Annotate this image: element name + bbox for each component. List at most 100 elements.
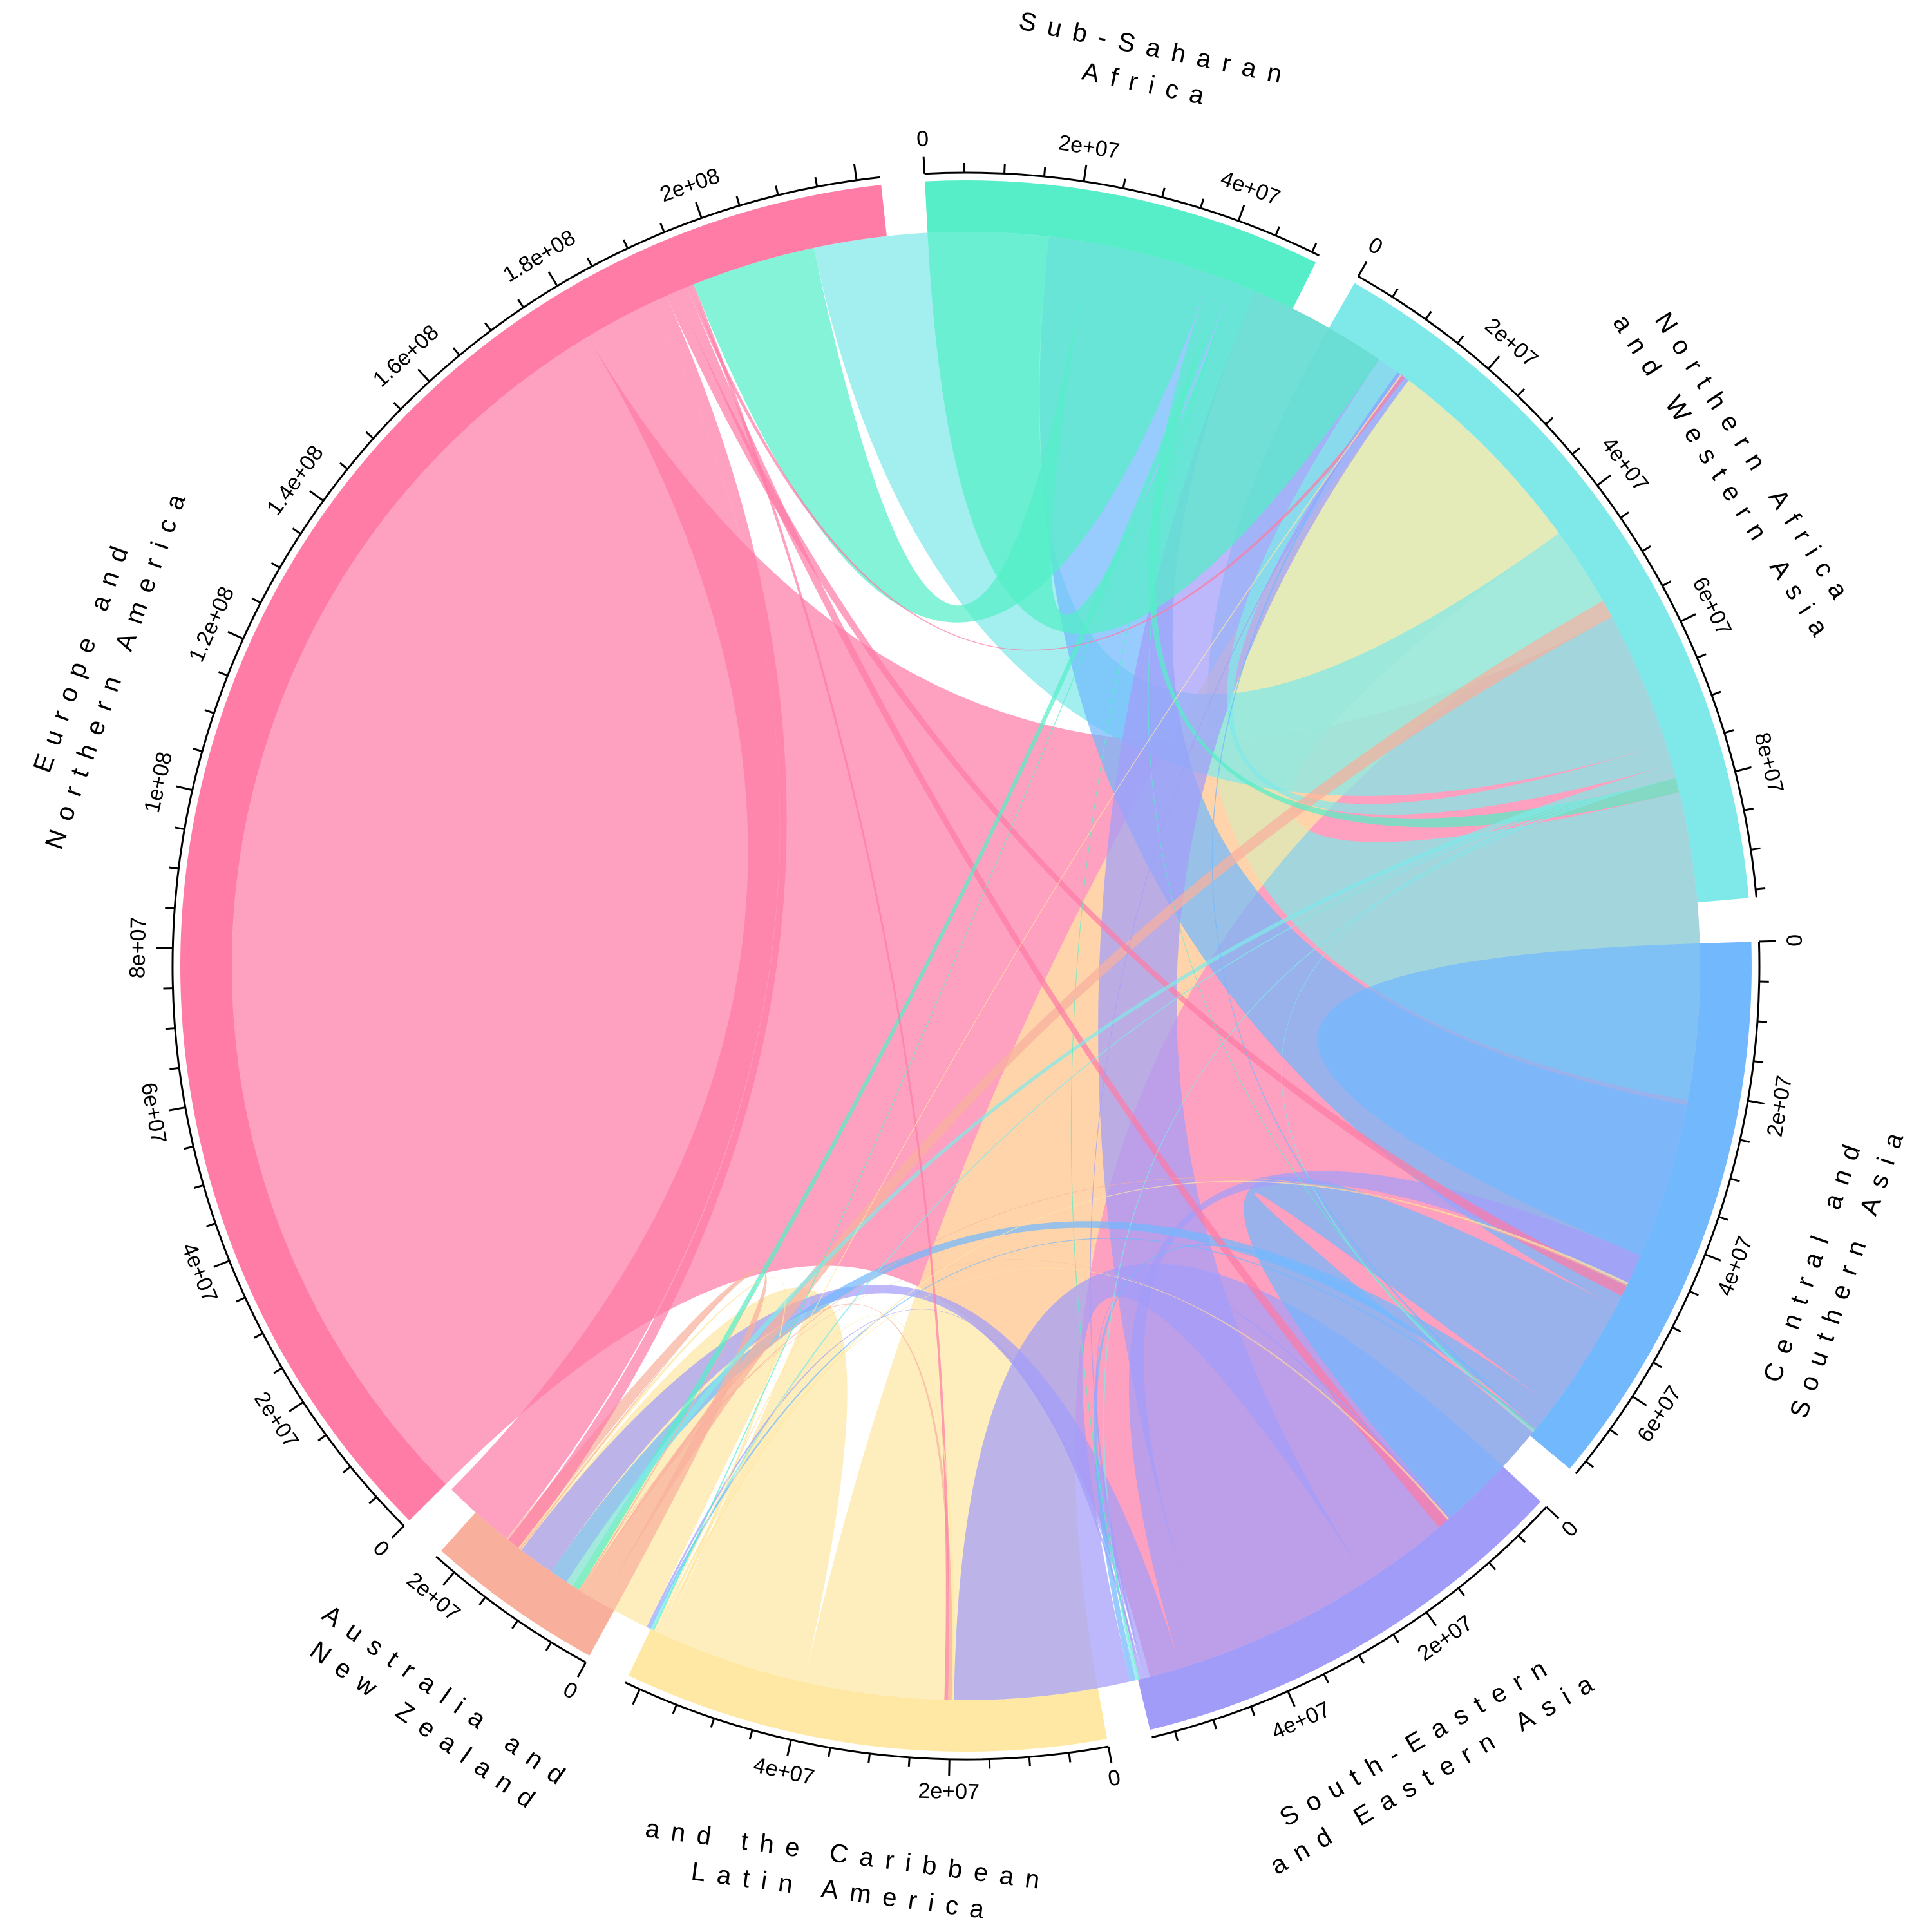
- axis-tick: [168, 1106, 185, 1112]
- axis-tick: [695, 202, 703, 218]
- axis-tick: [1237, 204, 1245, 222]
- axis-tick: [1730, 1177, 1740, 1182]
- axis-tick: [289, 1401, 304, 1412]
- axis-tick: [511, 1620, 519, 1629]
- sector-latin-america-and-the-caribbean: [629, 1629, 1108, 1752]
- ribbon-south-eastern-and-eastern-asia-to-northern-africa-and-western-asia: [1128, 1171, 1641, 1669]
- axis-tick: [1199, 198, 1205, 209]
- axis-tick: [748, 1730, 753, 1740]
- axis-tick: [1596, 474, 1611, 486]
- tick-label: 0: [559, 1677, 582, 1704]
- axis-northern-africa-and-western-asia: [1358, 275, 1757, 898]
- tick-label: 2e+07: [1413, 1611, 1477, 1666]
- axis-tick: [1250, 1706, 1256, 1716]
- tick-label: 1.2e+08: [184, 583, 240, 666]
- axis-tick: [169, 1066, 180, 1070]
- axis-tick: [309, 490, 324, 502]
- axis-tick: [218, 671, 229, 677]
- sector-central-and-southern-asia: [1530, 942, 1752, 1469]
- axis-tick: [342, 1466, 352, 1473]
- ribbon-central-and-southern-asia-to-northern-africa-and-western-asia: [1317, 943, 1701, 1256]
- axis-tick: [1546, 1506, 1560, 1519]
- axis-tick: [1585, 1460, 1595, 1468]
- tick-label: 0: [1781, 934, 1806, 947]
- axis-tick: [622, 239, 629, 249]
- tick-label: 6e+07: [136, 1081, 171, 1146]
- tick-label: 4e+07: [1596, 432, 1653, 496]
- axis-tick: [478, 1596, 486, 1605]
- axis-tick: [1457, 335, 1464, 344]
- tick-label: 4e+07: [1712, 1233, 1757, 1300]
- tick-label: 4e+07: [176, 1240, 222, 1306]
- tick-label: 0: [1557, 1516, 1583, 1542]
- axis-tick: [1739, 1139, 1750, 1143]
- axis-tick: [1718, 1216, 1728, 1221]
- axis-tick: [205, 1222, 216, 1227]
- tick-label: 0: [1364, 232, 1387, 260]
- axis-tick: [1689, 1290, 1700, 1296]
- ribbon-south-eastern-and-eastern-asia-to-europe-and-northern-america: [1098, 291, 1409, 1659]
- axis-latin-america-and-the-caribbean: [625, 1681, 1109, 1761]
- ribbon-europe-and-northern-america-to-australia-and-new-zealand: [451, 301, 780, 1539]
- ribbon-sub-saharan-africa-to-northern-africa-and-western-asia: [1148, 274, 1680, 828]
- axis-tick: [1392, 1634, 1399, 1643]
- tick-label: 2e+07: [402, 1567, 464, 1626]
- axis-tick: [270, 562, 281, 569]
- axis-tick: [169, 866, 179, 870]
- axis-tick: [1083, 164, 1088, 182]
- region-label: Australia and: [317, 1600, 579, 1797]
- axis-tick: [1680, 613, 1696, 623]
- axis-tick: [1753, 1060, 1764, 1064]
- axis-tick: [1759, 940, 1776, 943]
- axis-tick: [1174, 1731, 1179, 1741]
- axis-tick: [193, 748, 203, 753]
- chord-ribbons: [231, 231, 1701, 1701]
- sector-northern-africa-and-western-asia: [1329, 283, 1749, 903]
- axis-tick: [452, 347, 460, 356]
- axis-tick: [1743, 807, 1754, 811]
- tick-label: 2e+07: [1057, 130, 1121, 164]
- axis-tick: [365, 431, 374, 440]
- axis-tick: [317, 1434, 327, 1442]
- axis-tick: [1457, 1587, 1466, 1596]
- tick-label: 2e+07: [1480, 313, 1542, 372]
- sector-south-eastern-and-eastern-asia: [1138, 1466, 1541, 1730]
- axis-tick: [1425, 310, 1432, 320]
- tick-label: 4e+07: [752, 1752, 817, 1790]
- axis-tick: [1571, 447, 1580, 455]
- axis-tick: [1358, 1654, 1365, 1664]
- tick-label: 6e+07: [1633, 1381, 1687, 1446]
- tick-label: 0: [1106, 1765, 1122, 1792]
- axis-tick: [828, 1747, 831, 1757]
- axis-tick: [1653, 1361, 1662, 1368]
- axis-tick: [204, 709, 214, 714]
- region-label: and Eastern Asia: [1265, 1664, 1608, 1880]
- region-axes: [156, 156, 1776, 1776]
- region-label: Northern Africa: [1649, 307, 1860, 614]
- tick-label: 2e+08: [657, 164, 723, 207]
- axis-tick: [576, 1662, 587, 1678]
- axis-tick: [786, 1739, 792, 1757]
- tick-label: 6e+07: [1688, 573, 1737, 639]
- axis-tick: [391, 1525, 405, 1539]
- tick-label: 0: [916, 126, 929, 151]
- axis-tick: [417, 368, 430, 383]
- axis-tick: [710, 1718, 715, 1728]
- tick-label: 4e+07: [1268, 1697, 1334, 1744]
- axis-tick: [1488, 1562, 1497, 1571]
- axis-tick: [368, 1496, 377, 1504]
- axis-tick: [184, 1145, 194, 1150]
- ribbon-south-eastern-and-eastern-asia-to-australia-and-new-zealand: [521, 1285, 1181, 1678]
- axis-tick: [547, 271, 558, 287]
- axis-tick: [1212, 1719, 1218, 1730]
- axis-tick: [165, 907, 175, 910]
- axis-tick: [1107, 1746, 1113, 1763]
- axis-tick: [672, 1704, 677, 1714]
- axis-tick: [775, 185, 779, 196]
- axis-tick: [1696, 653, 1707, 659]
- axis-tick: [339, 462, 348, 470]
- axis-tick: [1274, 226, 1281, 236]
- axis-tick: [1517, 1535, 1526, 1544]
- axis-tick: [1711, 690, 1721, 696]
- axis-tick: [393, 402, 402, 410]
